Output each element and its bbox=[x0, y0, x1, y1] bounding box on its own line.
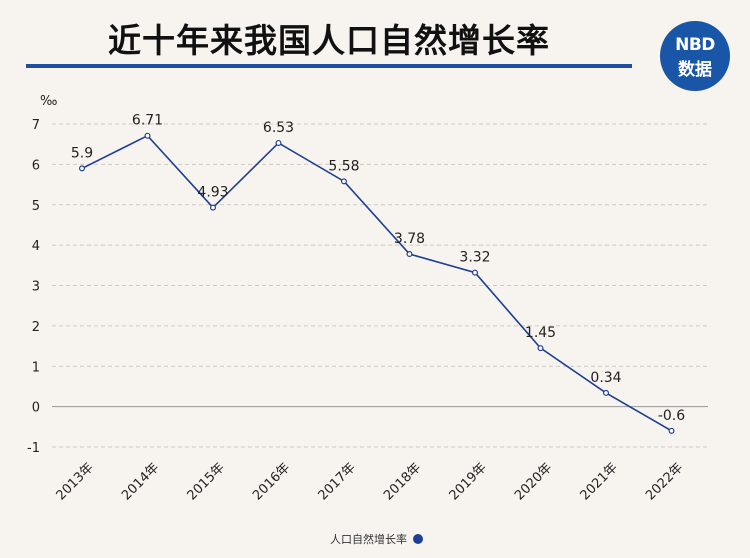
data-label: -0.6 bbox=[658, 408, 685, 424]
data-point bbox=[537, 345, 544, 352]
data-label: 6.53 bbox=[263, 120, 294, 136]
data-label: 3.78 bbox=[394, 231, 425, 247]
title-underline bbox=[26, 64, 632, 68]
y-tick-label: -1 bbox=[27, 441, 40, 456]
data-point bbox=[602, 389, 609, 396]
x-tick-label: 2013年 bbox=[54, 460, 97, 503]
y-tick-label: 3 bbox=[32, 280, 40, 295]
data-label: 3.32 bbox=[459, 250, 490, 266]
nbd-logo: NBD 数据 bbox=[660, 21, 730, 91]
data-label: 1.45 bbox=[525, 325, 556, 341]
data-point bbox=[210, 204, 217, 211]
data-label: 5.9 bbox=[71, 145, 93, 161]
y-tick-label: 0 bbox=[32, 401, 40, 416]
y-tick-label: 1 bbox=[32, 360, 40, 375]
data-label: 4.93 bbox=[197, 185, 228, 201]
legend: 人口自然增长率 bbox=[330, 531, 423, 547]
x-tick-label: 2021年 bbox=[578, 460, 621, 503]
data-label: 0.34 bbox=[590, 370, 621, 386]
data-point bbox=[144, 132, 151, 139]
logo-text-nbd: NBD bbox=[675, 35, 715, 55]
x-tick-label: 2020年 bbox=[512, 460, 555, 503]
y-tick-label: 2 bbox=[32, 320, 40, 335]
data-point bbox=[78, 165, 85, 172]
x-tick-label: 2014年 bbox=[119, 460, 162, 503]
data-point bbox=[341, 178, 348, 185]
x-tick-label: 2016年 bbox=[250, 460, 293, 503]
data-point bbox=[275, 139, 282, 146]
logo-text-data: 数据 bbox=[678, 60, 712, 80]
y-tick-label: 4 bbox=[32, 239, 40, 254]
data-point bbox=[472, 269, 479, 276]
x-tick-label: 2019年 bbox=[447, 460, 490, 503]
data-label: 5.58 bbox=[328, 158, 359, 174]
y-tick-label: 7 bbox=[32, 118, 40, 133]
legend-marker bbox=[413, 534, 423, 544]
x-tick-label: 2018年 bbox=[381, 460, 424, 503]
y-tick-label: 5 bbox=[32, 199, 40, 214]
data-label: 6.71 bbox=[132, 113, 163, 129]
legend-label: 人口自然增长率 bbox=[330, 533, 407, 546]
y-tick-label: 6 bbox=[32, 158, 40, 173]
data-point bbox=[668, 427, 675, 434]
x-tick-label: 2017年 bbox=[316, 460, 359, 503]
chart-title: 近十年来我国人口自然增长率 bbox=[108, 21, 550, 60]
x-tick-label: 2022年 bbox=[643, 460, 686, 503]
series-line bbox=[81, 134, 672, 432]
x-tick-label: 2015年 bbox=[185, 460, 228, 503]
y-axis-unit: ‰ bbox=[40, 94, 57, 109]
data-point bbox=[406, 251, 413, 258]
